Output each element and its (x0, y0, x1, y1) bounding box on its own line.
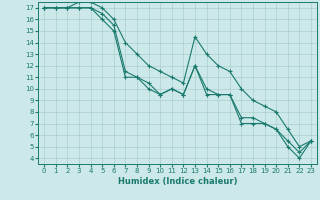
X-axis label: Humidex (Indice chaleur): Humidex (Indice chaleur) (118, 177, 237, 186)
